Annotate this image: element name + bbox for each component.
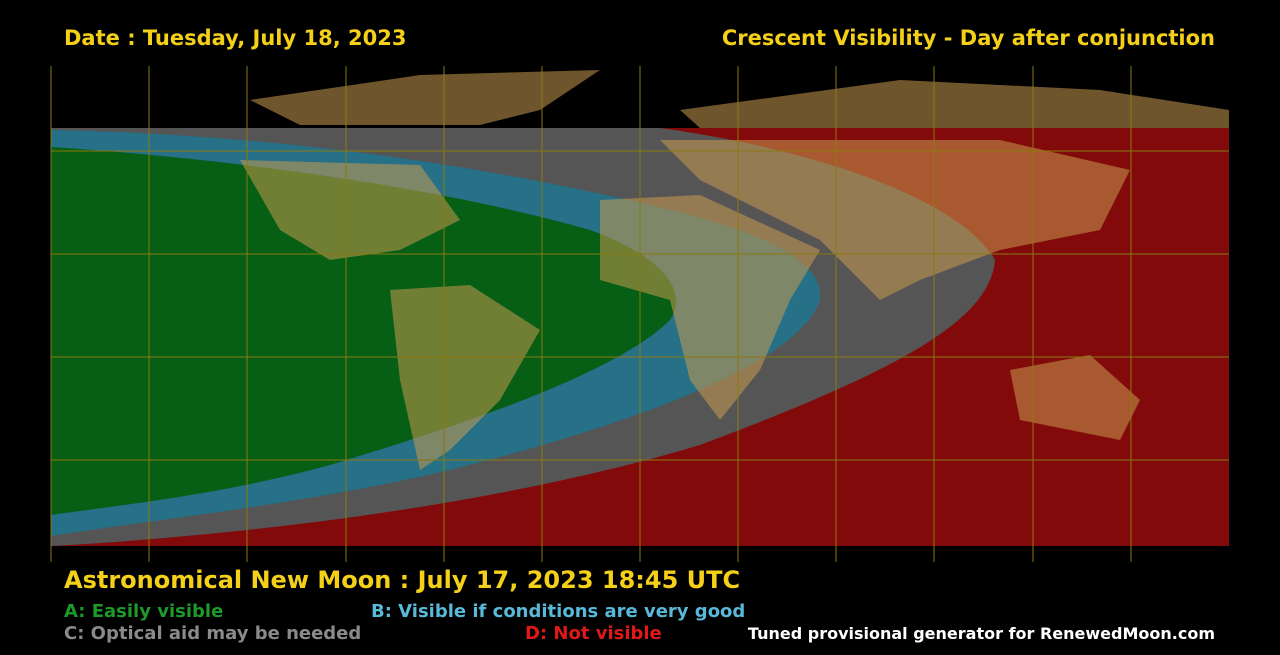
credit: Tuned provisional generator for RenewedM… [748,624,1215,643]
map [50,66,1229,562]
legend-a: A: Easily visible [64,601,223,622]
legend-d: D: Not visible [525,623,662,644]
title: Crescent Visibility - Day after conjunct… [722,26,1215,50]
zone-a [51,147,677,515]
legend-b: B: Visible if conditions are very good [371,601,745,622]
date: Date : Tuesday, July 18, 2023 [64,26,406,50]
graticule [50,66,1229,562]
new-moon: Astronomical New Moon : July 17, 2023 18… [64,566,740,594]
legend-c: C: Optical aid may be needed [64,623,361,644]
land [240,70,1229,470]
